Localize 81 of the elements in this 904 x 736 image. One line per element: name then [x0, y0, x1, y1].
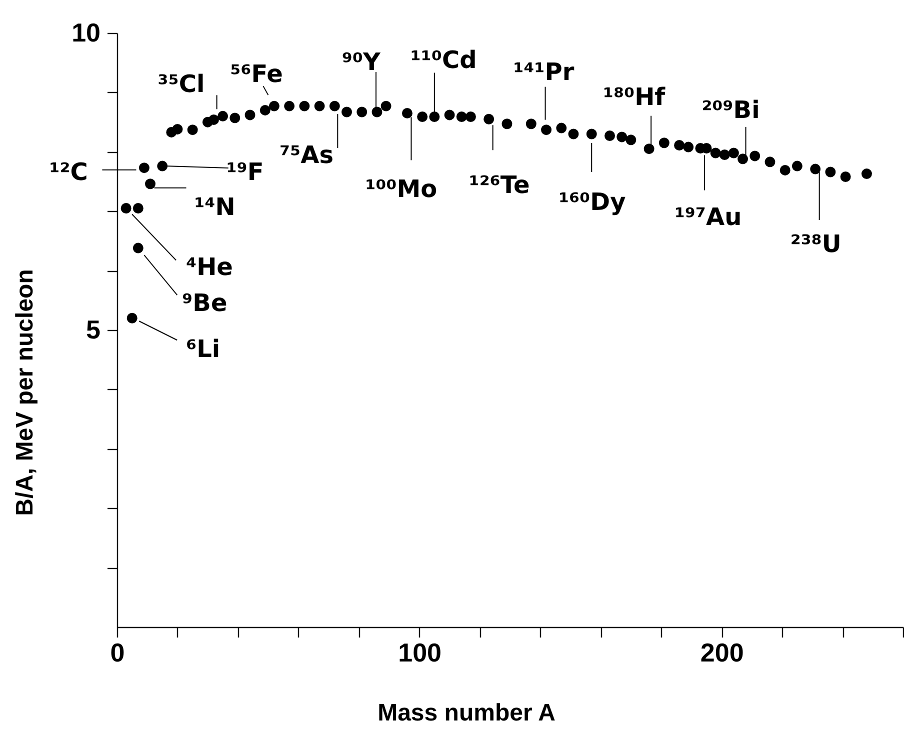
annotation: ¹⁹⁷Au: [674, 203, 742, 232]
point: [764, 156, 776, 168]
annotation: ¹⁴¹Pr: [513, 58, 574, 86]
annotation: ³⁵Cl: [158, 70, 205, 98]
point: [644, 144, 654, 154]
point: [792, 160, 802, 172]
annotation: ⁷⁵As: [280, 141, 334, 170]
point: [132, 202, 144, 214]
point: [299, 100, 310, 112]
annotation: ⁶Li: [186, 335, 220, 364]
point: [172, 124, 183, 134]
point: [429, 112, 440, 122]
point: [825, 166, 836, 178]
point: [541, 124, 552, 136]
annotation: ¹⁴N: [194, 192, 236, 221]
point: [616, 132, 628, 142]
annotation: ¹⁸⁰Hf: [603, 82, 666, 111]
point: [268, 100, 280, 112]
point: [526, 118, 536, 130]
x-tick-label: 200: [700, 638, 744, 668]
point: [674, 140, 685, 150]
point: [626, 134, 636, 146]
point: [719, 150, 730, 160]
point: [402, 108, 412, 118]
point: [244, 110, 256, 120]
y-tick-label: 10: [72, 18, 100, 48]
point: [502, 118, 512, 130]
point: [456, 112, 467, 122]
point: [218, 110, 228, 122]
y-tick-label: 5: [86, 314, 100, 344]
point: [738, 154, 748, 164]
point: [260, 104, 270, 116]
point: [465, 112, 476, 122]
annotation: ²³⁸U: [790, 230, 842, 258]
x-tick-label: 100: [398, 638, 442, 668]
point: [145, 178, 156, 190]
y-axis-title: B/A, MeV per nucleon: [12, 269, 38, 516]
point: [187, 124, 198, 136]
point: [861, 168, 872, 180]
annotation: ¹⁹F: [226, 158, 264, 186]
point: [157, 160, 168, 172]
annotation: ⁹⁰Y: [342, 48, 382, 76]
annotation: ¹¹⁰Cd: [410, 46, 477, 74]
point: [710, 148, 721, 158]
point: [230, 112, 240, 124]
point: [604, 130, 616, 141]
annotation: ¹⁶⁰Dy: [558, 188, 626, 216]
point: [484, 114, 494, 124]
annotation: ¹²⁶Te: [468, 171, 530, 200]
point: [126, 312, 138, 324]
point: [780, 164, 790, 176]
annotation: ¹²C: [49, 158, 88, 186]
point: [314, 100, 325, 112]
x-tick-label: 0: [110, 638, 125, 668]
annotation: ⁹Be: [182, 289, 228, 318]
point: [568, 128, 579, 140]
point: [840, 172, 851, 182]
point: [372, 106, 382, 118]
point: [556, 122, 567, 134]
point: [329, 100, 340, 112]
point: [342, 106, 352, 118]
point: [683, 142, 694, 152]
point: [132, 242, 144, 254]
point: [728, 148, 739, 158]
point: [284, 100, 295, 112]
point: [810, 164, 821, 174]
annotation: ⁵⁶Fe: [230, 60, 283, 88]
annotation: ¹⁰⁰Mo: [365, 175, 438, 204]
point: [417, 112, 428, 122]
point: [444, 110, 455, 120]
point: [658, 138, 670, 148]
point: [208, 114, 219, 125]
point: [138, 162, 150, 174]
annotation: ²⁰⁹Bi: [702, 96, 760, 124]
point: [356, 106, 368, 118]
x-axis-title: Mass number A: [378, 700, 556, 726]
point: [380, 100, 392, 112]
point: [750, 150, 760, 162]
point: [586, 128, 597, 140]
annotation: ⁴He: [186, 253, 233, 282]
point: [120, 202, 132, 214]
